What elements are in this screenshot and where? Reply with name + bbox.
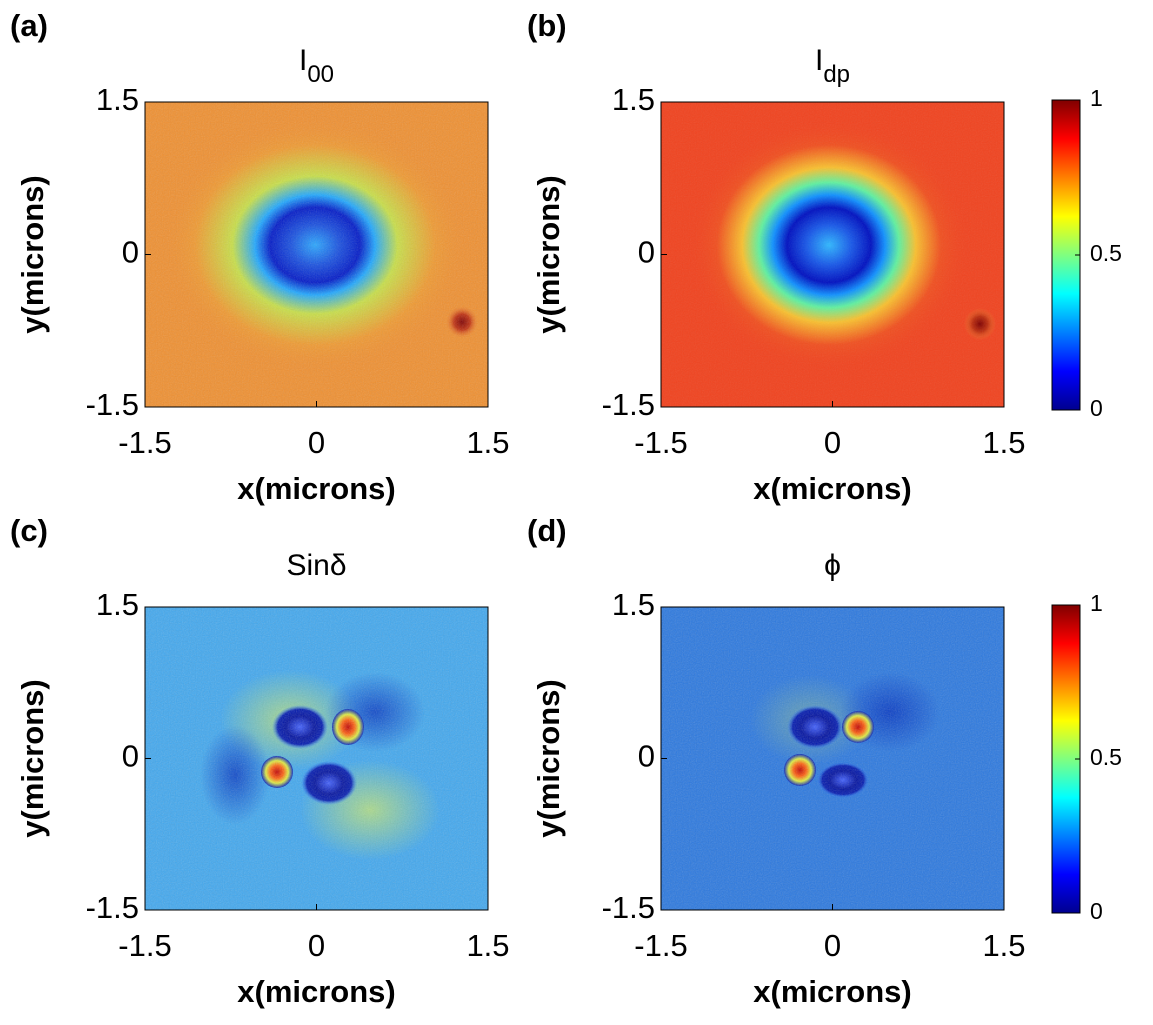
heatmap-image: [661, 102, 1004, 407]
y-tick-label: -1.5: [86, 387, 139, 422]
panel-title: I00: [299, 44, 334, 88]
panel-label: (b): [527, 8, 567, 43]
y-tick-label: -1.5: [86, 890, 139, 925]
panel-title: ϕ: [824, 549, 841, 582]
y-tick-label: 0: [638, 235, 655, 270]
heatmap-image: [661, 607, 1004, 910]
x-tick-label: 0: [824, 425, 841, 460]
colorbar-tick-label: 1: [1090, 590, 1103, 616]
x-tick-label: 1.5: [982, 425, 1025, 460]
colorbar-tick-label: 0.5: [1090, 240, 1122, 266]
title-subscript: dp: [823, 61, 850, 88]
x-tick-label: 1.5: [982, 928, 1025, 963]
colorbar-tick-label: 1: [1090, 85, 1103, 111]
x-tick-label: 1.5: [466, 928, 509, 963]
title-text: Sinδ: [286, 549, 346, 582]
x-tick-label: -1.5: [634, 928, 687, 963]
y-tick-label: 0: [122, 739, 139, 774]
colorbar-tick-label: 0: [1090, 898, 1103, 924]
x-tick-label: 0: [308, 425, 325, 460]
y-axis-label: y(microns): [15, 679, 50, 837]
panel-title: Sinδ: [286, 549, 346, 582]
y-axis-label: y(microns): [15, 175, 50, 333]
title-subscript: 00: [307, 61, 334, 88]
y-axis-label: y(microns): [531, 679, 566, 837]
x-tick-label: -1.5: [118, 425, 171, 460]
panel-label: (d): [527, 513, 567, 548]
heatmap-image: [145, 607, 488, 910]
colorbar-tick-label: 0: [1090, 395, 1103, 421]
y-tick-label: 1.5: [612, 587, 655, 622]
colorbar-tick-label: 0.5: [1090, 744, 1122, 770]
x-tick-label: 0: [824, 928, 841, 963]
title-text: I: [815, 44, 823, 77]
x-axis-label: x(microns): [753, 974, 911, 1009]
y-tick-label: -1.5: [602, 890, 655, 925]
y-tick-label: 0: [122, 235, 139, 270]
title-text: ϕ: [824, 549, 841, 582]
x-tick-label: 0: [308, 928, 325, 963]
x-tick-label: -1.5: [118, 928, 171, 963]
x-axis-label: x(microns): [753, 471, 911, 506]
y-tick-label: 1.5: [612, 82, 655, 117]
y-axis-label: y(microns): [531, 175, 566, 333]
y-tick-label: 1.5: [96, 82, 139, 117]
y-tick-label: 0: [638, 739, 655, 774]
x-tick-label: 1.5: [466, 425, 509, 460]
y-tick-label: 1.5: [96, 587, 139, 622]
heatmap-image: [145, 102, 488, 407]
x-tick-label: -1.5: [634, 425, 687, 460]
y-tick-label: -1.5: [602, 387, 655, 422]
x-axis-label: x(microns): [237, 974, 395, 1009]
panel-label: (c): [10, 513, 48, 548]
panel-title: Idp: [815, 44, 850, 88]
panel-label: (a): [10, 8, 48, 43]
x-axis-label: x(microns): [237, 471, 395, 506]
title-text: I: [299, 44, 307, 77]
